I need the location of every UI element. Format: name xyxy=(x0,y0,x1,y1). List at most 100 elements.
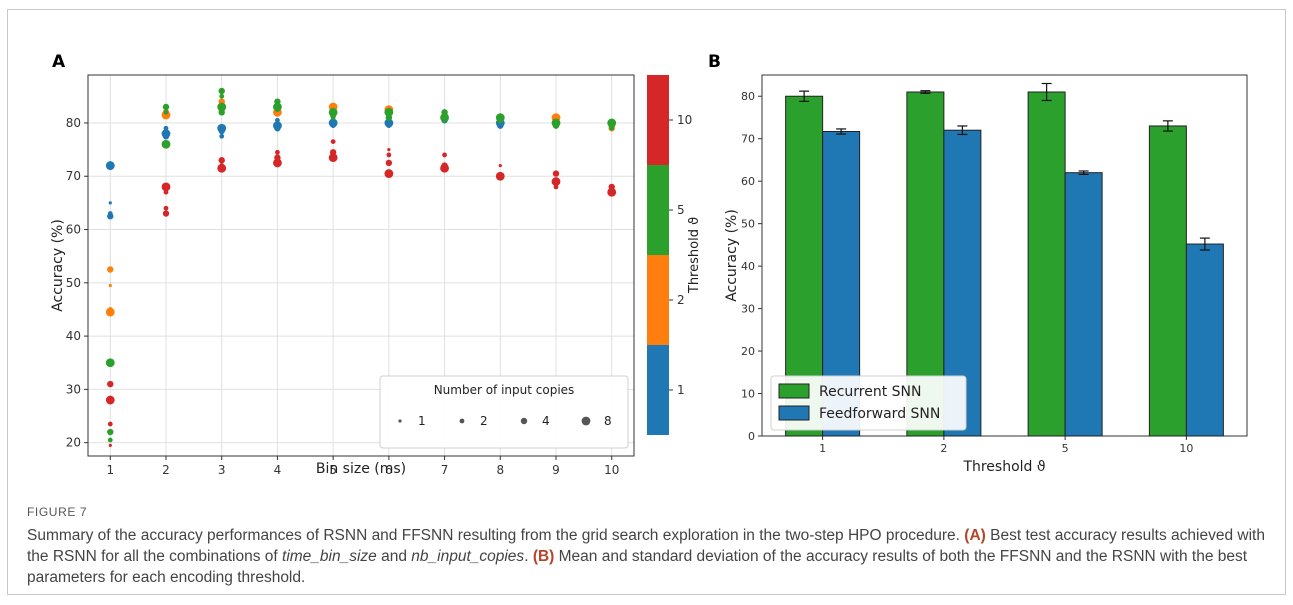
scatter-point xyxy=(217,163,227,173)
panel-a-axes-frame xyxy=(87,74,635,457)
scatter-point xyxy=(387,148,391,152)
x-tick-label: 5 xyxy=(1062,442,1069,455)
y-tick-label: 30 xyxy=(66,382,81,396)
y-tick-label: 50 xyxy=(741,218,755,231)
caption-term-time-bin-size: time_bin_size xyxy=(282,548,377,565)
scatter-point xyxy=(107,437,113,443)
scatter-point xyxy=(162,210,170,217)
scatter-point xyxy=(108,283,112,288)
legend-size-marker xyxy=(398,419,402,423)
scatter-point xyxy=(162,103,170,111)
panel-b-axes-frame xyxy=(761,74,1248,437)
x-tick-label: 1 xyxy=(819,442,826,455)
scatter-point xyxy=(498,163,502,168)
caption-label: FIGURE 7 xyxy=(27,505,88,519)
scatter-point xyxy=(330,115,336,121)
x-axis-label: Threshold ϑ xyxy=(962,459,1045,475)
scatter-point xyxy=(552,170,560,177)
scatter-point xyxy=(107,421,113,427)
y-tick-label: 70 xyxy=(741,133,755,146)
caption-a-text: Best test accuracy results achieved with… xyxy=(27,527,1265,565)
legend-label: Feedforward SNN xyxy=(819,406,940,422)
caption-b-text: Mean and standard deviation of the accur… xyxy=(27,548,1248,586)
colorbar-tick-label: 2 xyxy=(677,293,685,307)
y-tick-label: 20 xyxy=(66,436,81,450)
y-tick-label: 50 xyxy=(66,276,81,290)
scatter-point xyxy=(328,153,338,162)
x-tick-label: 10 xyxy=(1179,442,1193,455)
scatter-point xyxy=(273,158,282,168)
scatter-point xyxy=(161,139,171,149)
y-tick-label: 20 xyxy=(741,345,755,358)
caption-a-tag: (A) xyxy=(964,527,986,544)
figure-frame xyxy=(7,9,1286,595)
scatter-point xyxy=(553,184,559,190)
x-tick-label: 5 xyxy=(329,463,337,477)
scatter-point xyxy=(107,428,114,436)
x-tick-label: 3 xyxy=(218,463,226,477)
y-tick-label: 30 xyxy=(741,303,755,316)
scatter-point xyxy=(609,125,615,131)
x-tick-label: 4 xyxy=(274,463,282,477)
y-tick-label: 40 xyxy=(741,260,755,273)
caption-b-tag: (B) xyxy=(532,548,555,565)
y-tick-label: 60 xyxy=(66,223,81,237)
bar xyxy=(1027,91,1066,437)
scatter-point xyxy=(275,107,280,113)
y-tick-label: 10 xyxy=(741,388,755,401)
scatter-point xyxy=(105,307,115,317)
x-tick-label: 9 xyxy=(552,463,560,477)
caption-text: Summary of the accuracy performances of … xyxy=(27,525,1272,588)
legend-size-marker xyxy=(459,418,465,424)
x-tick-label: 2 xyxy=(940,442,947,455)
bar xyxy=(1064,172,1103,437)
legend-label: Recurrent SNN xyxy=(819,384,922,400)
x-tick-label: 10 xyxy=(604,463,619,477)
scatter-point xyxy=(442,152,447,158)
scatter-point xyxy=(161,182,171,192)
colorbar-tick-label: 5 xyxy=(677,203,685,217)
scatter-point xyxy=(384,107,394,117)
scatter-point xyxy=(163,189,169,195)
caption-a-end: . xyxy=(524,548,533,565)
legend-size-label: 8 xyxy=(604,414,612,428)
scatter-point xyxy=(497,117,504,124)
caption-a-and: and xyxy=(376,548,412,565)
scatter-point xyxy=(274,125,281,132)
legend-size-marker xyxy=(520,417,528,425)
colorbar-label: Threshold ϑ xyxy=(687,217,702,294)
panel-b-bar-chart: B 0 10 20 30 40 50 60 70 80 1 2 5 10 Threshold ϑ Accura… xyxy=(708,52,1248,475)
scatter-point xyxy=(217,102,227,112)
scatter-point xyxy=(551,177,561,186)
scatter-point xyxy=(107,266,114,273)
scatter-point xyxy=(107,380,114,388)
x-tick-label: 8 xyxy=(496,463,504,477)
scatter-point xyxy=(330,139,336,145)
scatter-point xyxy=(163,205,169,211)
y-tick-label: 60 xyxy=(741,175,755,188)
y-tick-label: 0 xyxy=(748,430,755,443)
scatter-point xyxy=(275,149,280,155)
scatter-point xyxy=(386,152,392,158)
scatter-point xyxy=(163,109,169,115)
panel-a-legend-box xyxy=(379,375,629,449)
scatter-point xyxy=(607,187,617,197)
x-axis-label: Bin size (ms) xyxy=(316,461,406,477)
scatter-point xyxy=(386,123,392,129)
bar xyxy=(1148,125,1187,437)
legend-size-label: 2 xyxy=(480,414,488,428)
colorbar-segment xyxy=(647,75,669,165)
scatter-point xyxy=(384,169,394,178)
y-tick-label: 70 xyxy=(66,169,81,183)
panel-a-legend-title: Number of input copies xyxy=(434,383,575,397)
legend-size-marker xyxy=(581,416,591,426)
scatter-point xyxy=(330,123,336,129)
scatter-point xyxy=(218,157,225,164)
scatter-point xyxy=(385,159,393,167)
bar xyxy=(1185,243,1224,437)
scatter-point xyxy=(495,171,505,181)
scatter-point xyxy=(108,201,112,205)
x-tick-label: 2 xyxy=(162,463,170,477)
panel-a-scatter-chart: A 1 2 3 4 5 6 7 8 9 10 20 30 40 50 60 70 80 Bin size (ms) A… xyxy=(50,52,635,477)
legend-swatch xyxy=(778,405,810,421)
